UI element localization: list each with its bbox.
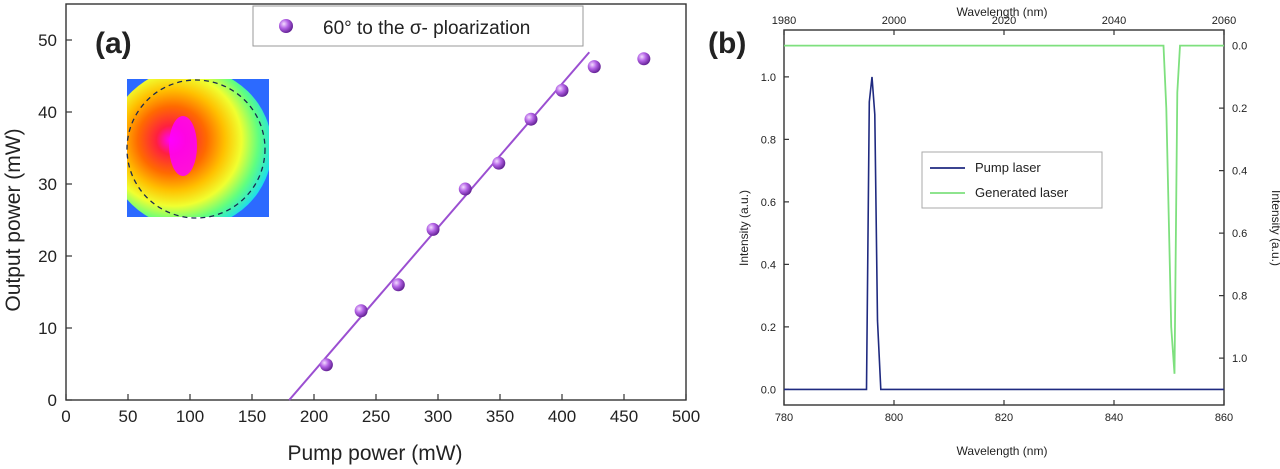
generated-laser-line <box>784 44 1224 374</box>
x-tick-label: 50 <box>119 407 138 426</box>
top-x-tick-label: 2000 <box>882 15 906 27</box>
legend-pump-label: Pump laser <box>975 160 1041 175</box>
left-y-tick-label: 0.8 <box>761 134 776 146</box>
top-x-tick-label: 2040 <box>1102 15 1126 27</box>
top-x-tick-label: 2020 <box>992 15 1016 27</box>
y-tick-label: 0 <box>48 391 57 410</box>
x-tick-label: 350 <box>486 407 514 426</box>
x-tick-label: 250 <box>362 407 390 426</box>
data-point <box>637 52 651 66</box>
fit-line <box>288 51 591 401</box>
data-point <box>354 304 368 318</box>
right-y-tick-label: 0.4 <box>1232 166 1247 178</box>
y-tick-label: 50 <box>38 31 57 50</box>
panel-b-axes <box>783 29 1225 406</box>
legend-box-b <box>921 151 1103 209</box>
x-tick-label: 200 <box>300 407 328 426</box>
data-point <box>492 156 506 170</box>
panel-b-y-axis-title: Intensity (a.u.) <box>737 190 751 266</box>
panel-b-y2-axis-title: Intensity (a.u.) <box>1269 190 1280 266</box>
left-y-tick-label: 0.4 <box>761 259 776 271</box>
x-tick-label: 300 <box>424 407 452 426</box>
panel-b-legend: Pump laser Generated laser <box>921 151 1103 209</box>
panel-b-x-axis-title: Wavelength (nm) <box>957 444 1048 458</box>
y-tick-label: 40 <box>38 103 57 122</box>
panel-a-y-axis-title: Output power (mW) <box>2 128 25 311</box>
right-y-tick-label: 0.2 <box>1232 103 1247 115</box>
panel-b-plot-frame <box>783 29 1225 406</box>
right-y-tick-label: 0.8 <box>1232 291 1247 303</box>
inset-dashed-circle <box>126 79 266 219</box>
panel-b-x2-axis-title: Wavelength (nm) <box>957 5 1048 19</box>
right-y-tick-label: 0.0 <box>1232 41 1247 53</box>
data-point <box>426 222 440 236</box>
panel-a-ticks: 0 50 100 150 200 250 300 350 400 450 500 0 10 20 30 40 5… <box>38 31 700 426</box>
top-x-tick-label: 2060 <box>1212 15 1236 27</box>
legend-box <box>252 5 584 47</box>
panel-a-inset <box>126 79 269 219</box>
panel-a-label: (a) <box>95 27 132 60</box>
data-point <box>587 60 601 74</box>
bottom-x-tick-label: 840 <box>1105 412 1123 424</box>
inset-beam-halo <box>127 79 269 217</box>
top-x-tick-label: 1980 <box>772 15 796 27</box>
data-point <box>524 112 538 126</box>
data-point <box>391 278 405 292</box>
bottom-x-tick-label: 860 <box>1215 412 1233 424</box>
panel-a-x-axis-title: Pump power (mW) <box>287 442 462 465</box>
legend-series-label: 60° to the σ- ploarization <box>323 18 530 39</box>
x-tick-label: 500 <box>672 407 700 426</box>
x-tick-label: 400 <box>548 407 576 426</box>
bottom-x-tick-label: 800 <box>885 412 903 424</box>
y-tick-label: 20 <box>38 247 57 266</box>
left-y-tick-label: 1.0 <box>761 72 776 84</box>
pump-laser-line <box>784 76 1224 391</box>
panel-a-legend: 60° to the σ- ploarization <box>252 5 584 47</box>
x-tick-label: 150 <box>238 407 266 426</box>
panel-b: 780 800 820 840 860 1980 2000 2020 2040 2060 0.0 0.… <box>708 5 1280 458</box>
data-point <box>319 358 333 372</box>
left-y-tick-label: 0.0 <box>761 384 776 396</box>
legend-generated-label: Generated laser <box>975 185 1069 200</box>
right-y-tick-label: 0.6 <box>1232 228 1247 240</box>
inset-beam-core <box>169 116 197 176</box>
y-tick-label: 30 <box>38 175 57 194</box>
right-y-tick-label: 1.0 <box>1232 353 1247 365</box>
panel-b-ticks: 780 800 820 840 860 1980 2000 2020 2040 2060 0.0 0.… <box>761 15 1248 424</box>
x-tick-label: 0 <box>61 407 70 426</box>
panel-b-label: (b) <box>708 27 746 60</box>
panel-a-data-points <box>319 52 651 372</box>
left-y-tick-label: 0.2 <box>761 322 776 334</box>
left-y-tick-label: 0.6 <box>761 197 776 209</box>
y-tick-label: 10 <box>38 319 57 338</box>
panel-a: 0 50 100 150 200 250 300 350 400 450 500 0 10 20 30 40 5… <box>2 3 700 465</box>
x-tick-label: 100 <box>176 407 204 426</box>
data-point <box>555 83 569 97</box>
x-tick-label: 450 <box>610 407 638 426</box>
data-point <box>458 182 472 196</box>
bottom-x-tick-label: 780 <box>775 412 793 424</box>
bottom-x-tick-label: 820 <box>995 412 1013 424</box>
legend-marker <box>279 19 293 33</box>
